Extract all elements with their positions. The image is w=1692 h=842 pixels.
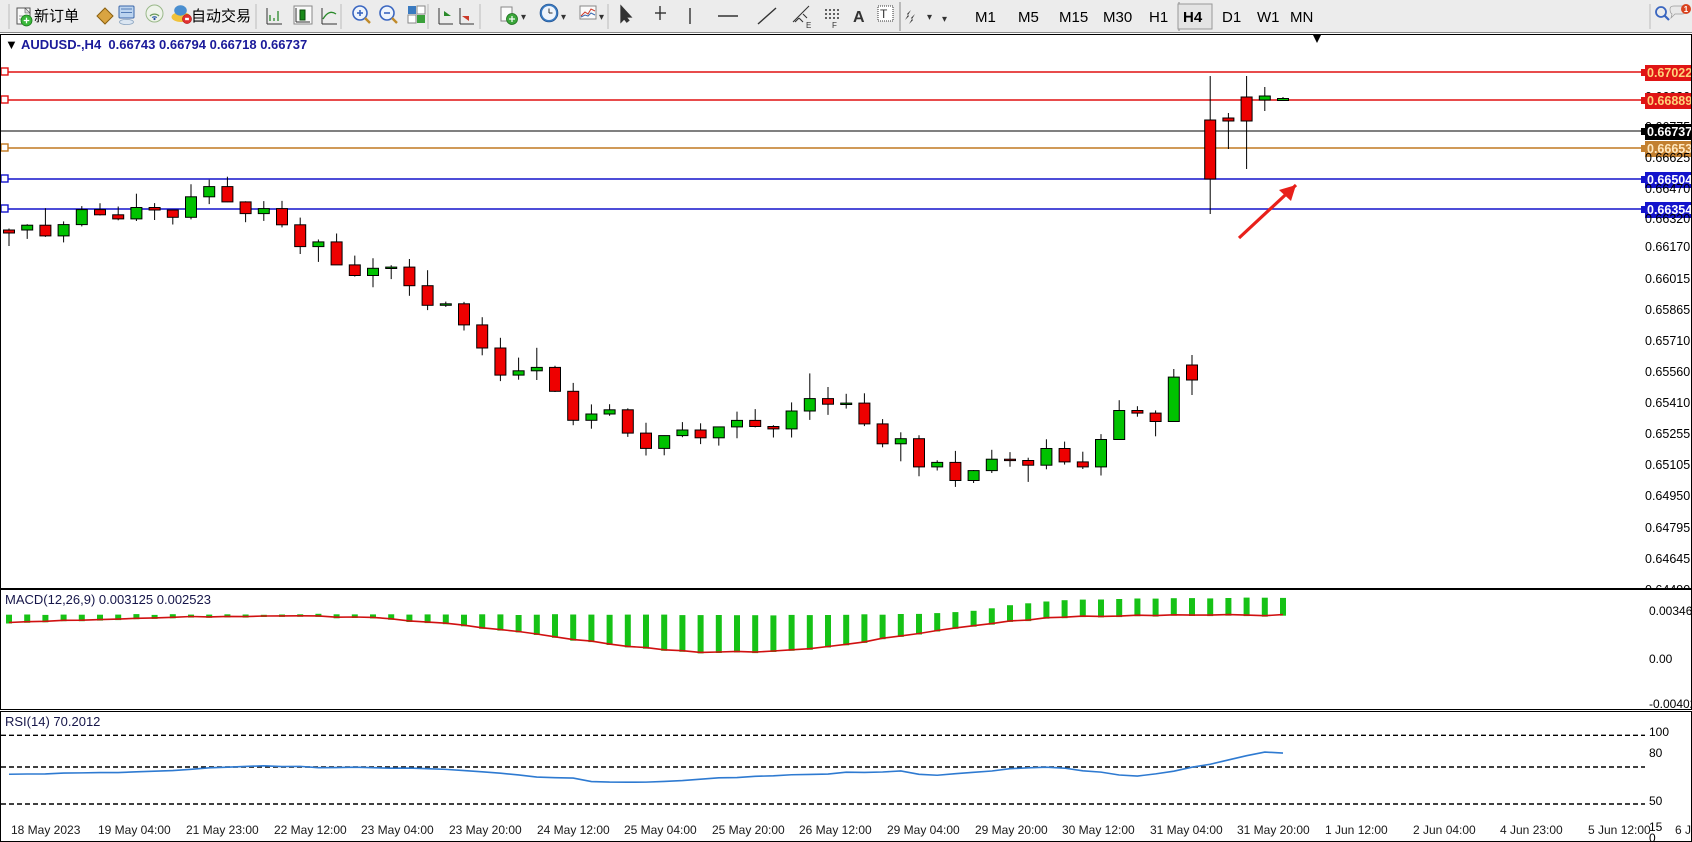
svg-text:▾: ▾ (521, 12, 526, 23)
svg-text:A: A (853, 9, 865, 26)
svg-text:M30: M30 (1103, 9, 1132, 26)
svg-text:▾: ▾ (599, 12, 604, 23)
svg-text:自动交易: 自动交易 (191, 7, 251, 25)
svg-text:W1: W1 (1257, 9, 1280, 26)
svg-text:新订单: 新订单 (34, 8, 79, 25)
svg-text:H4: H4 (1183, 9, 1203, 26)
svg-text:D1: D1 (1222, 9, 1241, 26)
svg-text:1: 1 (1684, 5, 1689, 14)
svg-text:M1: M1 (975, 9, 996, 26)
svg-text:T: T (880, 7, 888, 21)
svg-text:F: F (832, 21, 837, 30)
svg-text:M5: M5 (1018, 9, 1039, 26)
svg-text:▾: ▾ (927, 12, 932, 23)
svg-text:▾: ▾ (942, 14, 947, 25)
svg-text:▾: ▾ (561, 12, 566, 23)
svg-text:H1: H1 (1149, 9, 1168, 26)
svg-text:MN: MN (1290, 9, 1313, 26)
svg-text:M15: M15 (1059, 9, 1088, 26)
svg-text:E: E (806, 21, 811, 30)
